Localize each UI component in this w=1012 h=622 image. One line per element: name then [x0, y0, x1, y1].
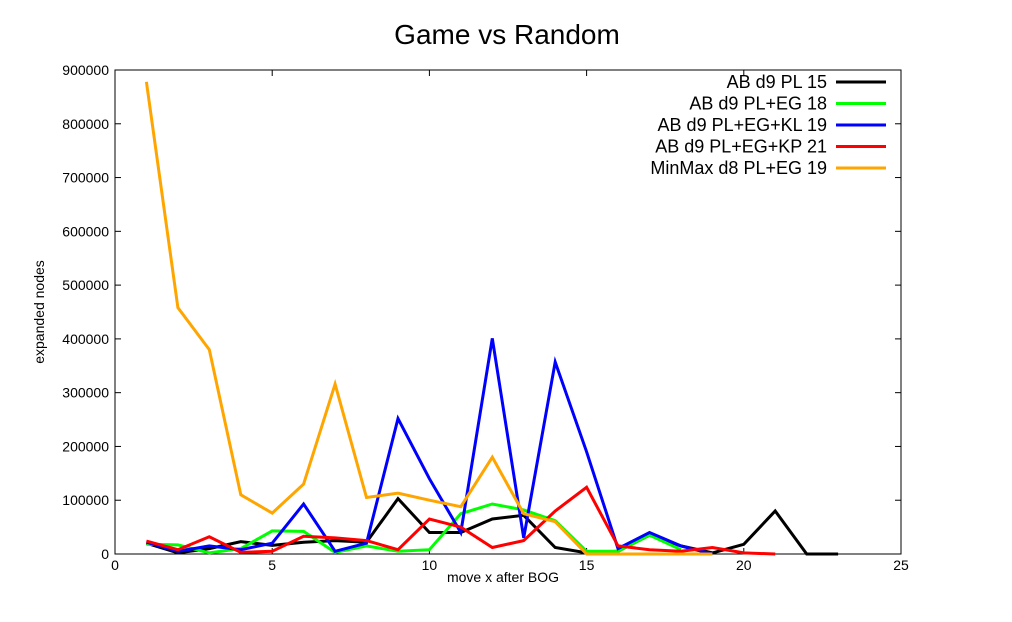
x-tick-label: 5: [268, 557, 276, 573]
plot-frame: [114, 69, 902, 555]
y-tick-label: 500000: [62, 277, 109, 293]
legend-label: AB d9 PL 15: [727, 72, 827, 92]
x-tick-label: 0: [111, 557, 119, 573]
y-tick-label: 900000: [62, 62, 109, 78]
y-tick-label: 300000: [62, 385, 109, 401]
y-tick-label: 100000: [62, 492, 109, 508]
legend-label: AB d9 PL+EG 18: [689, 94, 827, 114]
y-tick-label: 200000: [62, 438, 109, 454]
y-axis-label: expanded nodes: [31, 260, 47, 364]
series-line-5: [144, 81, 713, 556]
legend-label: MinMax d8 PL+EG 19: [650, 158, 827, 178]
x-tick-label: 25: [893, 557, 909, 573]
legend-label: AB d9 PL+EG+KL 19: [658, 115, 827, 135]
x-axis-label: move x after BOG: [447, 569, 559, 585]
series-line-3: [145, 338, 713, 556]
y-tick-label: 800000: [62, 116, 109, 132]
x-tick-label: 10: [422, 557, 438, 573]
chart-title: Game vs Random: [394, 19, 620, 50]
y-tick-label: 400000: [62, 331, 109, 347]
y-tick-label: 0: [101, 546, 109, 562]
series-layer: [144, 81, 839, 556]
series-line-4: [146, 485, 776, 556]
axis-ticks: 0 5 10 15 20 25 0 100000 200000 300000 400000 50000…: [62, 62, 909, 573]
legend-label: AB d9 PL+EG+KP 21: [655, 137, 827, 157]
y-tick-label: 600000: [62, 223, 109, 239]
x-tick-label: 15: [579, 557, 595, 573]
y-tick-label: 700000: [62, 170, 109, 186]
x-tick-label: 20: [736, 557, 752, 573]
